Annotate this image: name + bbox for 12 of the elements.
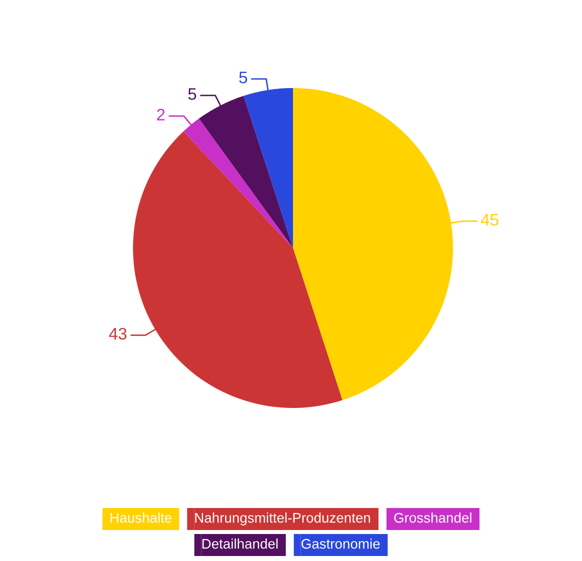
data-label: 43 — [109, 328, 127, 340]
legend-label: Haushalte — [110, 512, 172, 523]
legend-label: Detailhandel — [202, 538, 278, 549]
legend-label: Grosshandel — [394, 512, 472, 523]
legend-label: Gastronomie — [302, 538, 380, 549]
pie-slice — [133, 131, 342, 408]
data-label: 45 — [480, 214, 498, 226]
data-label: 5 — [239, 72, 248, 84]
data-label: 5 — [188, 88, 196, 100]
legend-label: Nahrungsmittel-Produzenten — [195, 512, 370, 526]
pie-slice — [198, 96, 293, 248]
data-label: 2 — [157, 108, 165, 120]
